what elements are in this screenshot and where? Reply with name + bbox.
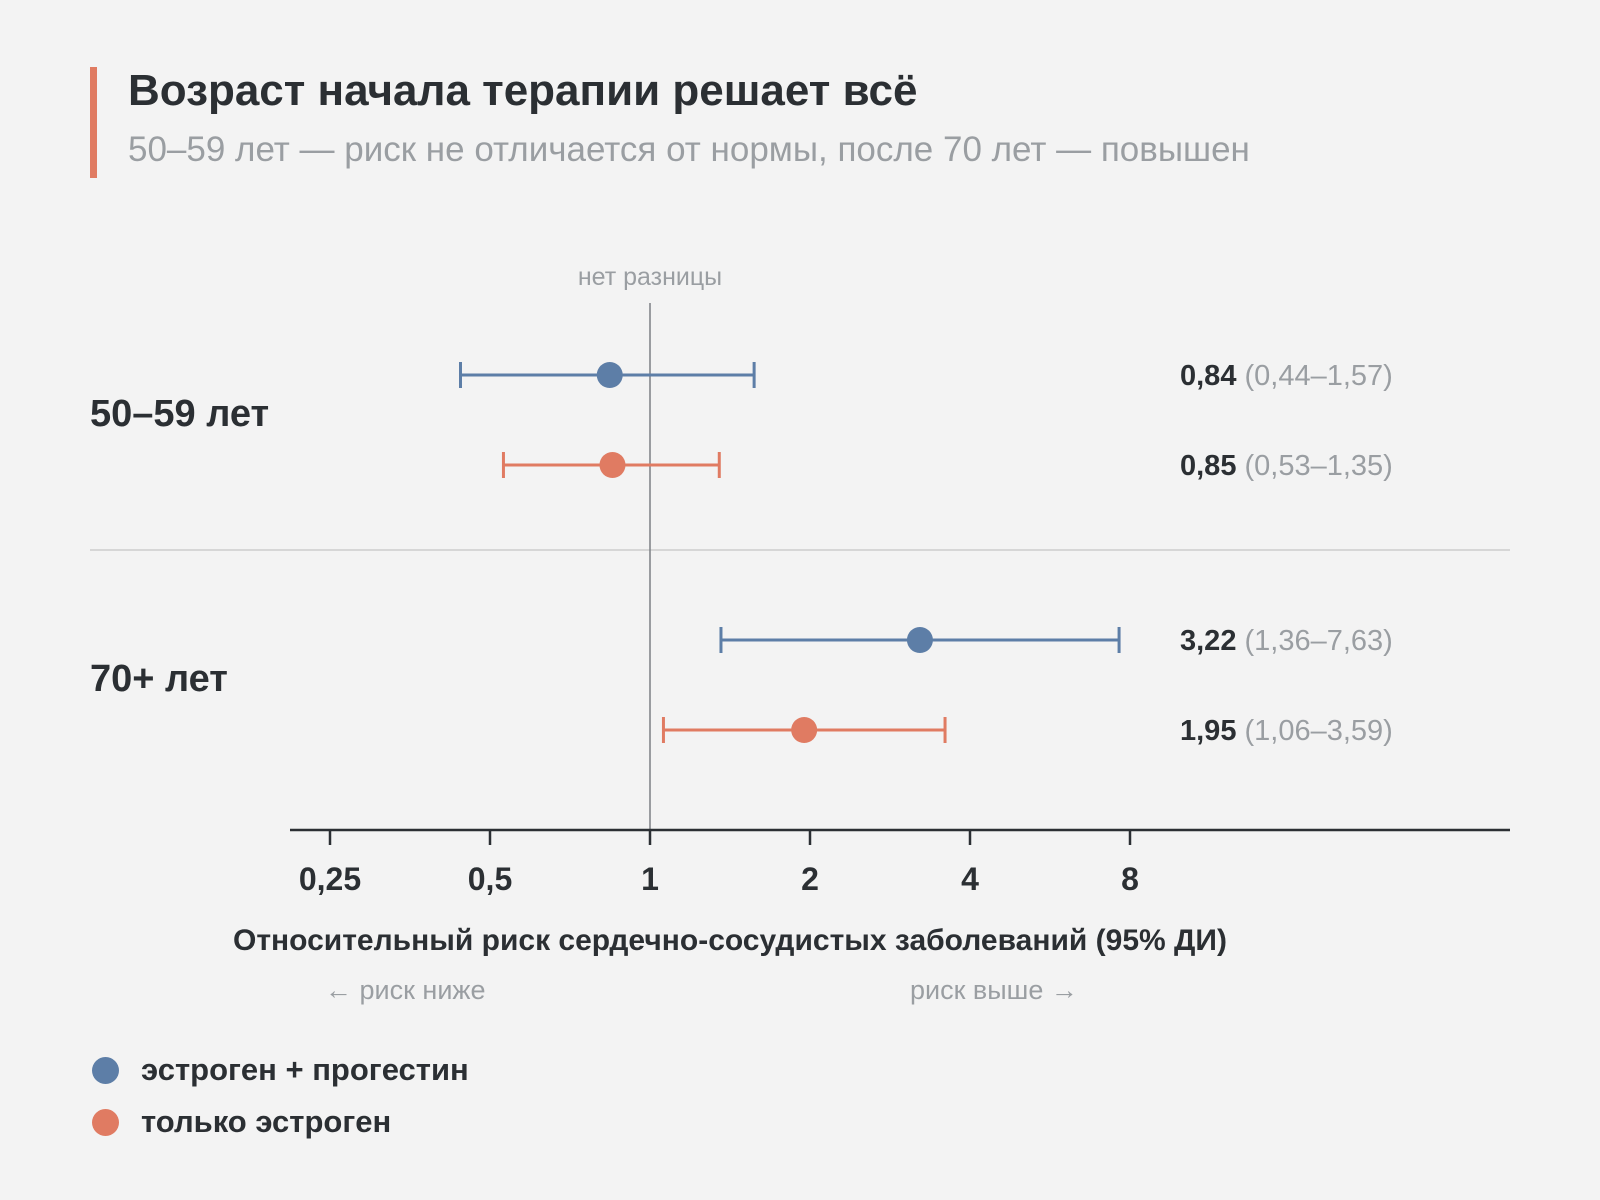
legend-item-estrogen-only: только эстроген	[92, 1096, 469, 1148]
value-label: 3,22 (1,36–7,63)	[1180, 625, 1393, 657]
value-label: 1,95 (1,06–3,59)	[1180, 715, 1393, 747]
value-label: 0,85 (0,53–1,35)	[1180, 450, 1393, 482]
estimate-point	[596, 362, 623, 388]
chart-title: Возраст начала терапии решает всё	[128, 66, 918, 115]
x-tick-label: 4	[961, 861, 979, 897]
group-label: 50–59 лет	[90, 393, 269, 435]
direction-label-lower: ← риск ниже	[325, 975, 485, 1005]
x-tick-label: 1	[641, 861, 659, 897]
estimate-point	[599, 452, 626, 478]
ci-value: (1,06–3,59)	[1236, 715, 1392, 747]
legend-item-estrogen-progestin: эстроген + прогестин	[92, 1044, 469, 1096]
ci-value: (0,44–1,57)	[1236, 360, 1392, 392]
ci-value: (0,53–1,35)	[1236, 450, 1392, 482]
chart-subtitle: 50–59 лет — риск не отличается от нормы,…	[128, 130, 1250, 169]
x-tick-label: 0,5	[468, 861, 512, 897]
estimate-point	[906, 627, 933, 653]
ci-value: (1,36–7,63)	[1236, 625, 1392, 657]
legend-label-estrogen-progestin: эстроген + прогестин	[141, 1052, 469, 1087]
estimate-value: 0,85	[1180, 450, 1236, 482]
value-label: 0,84 (0,44–1,57)	[1180, 360, 1393, 392]
legend-dot-estrogen-only	[92, 1108, 119, 1136]
estimate-point	[791, 717, 818, 743]
group-label: 70+ лет	[90, 658, 228, 700]
x-axis-title: Относительный риск сердечно-сосудистых з…	[233, 924, 1227, 957]
x-tick-label: 2	[801, 861, 819, 897]
estimate-value: 1,95	[1180, 715, 1236, 747]
reference-label: нет разницы	[578, 263, 722, 291]
legend-label-estrogen-only: только эстроген	[141, 1104, 392, 1139]
legend: эстроген + прогестин только эстроген	[92, 1044, 469, 1148]
direction-label-higher: риск выше →	[910, 975, 1078, 1005]
x-tick-label: 0,25	[299, 861, 361, 897]
estimate-value: 3,22	[1180, 625, 1236, 657]
title-accent-bar	[90, 67, 97, 178]
x-tick-label: 8	[1121, 861, 1139, 897]
legend-dot-estrogen-progestin	[92, 1056, 119, 1084]
estimate-value: 0,84	[1180, 360, 1236, 392]
